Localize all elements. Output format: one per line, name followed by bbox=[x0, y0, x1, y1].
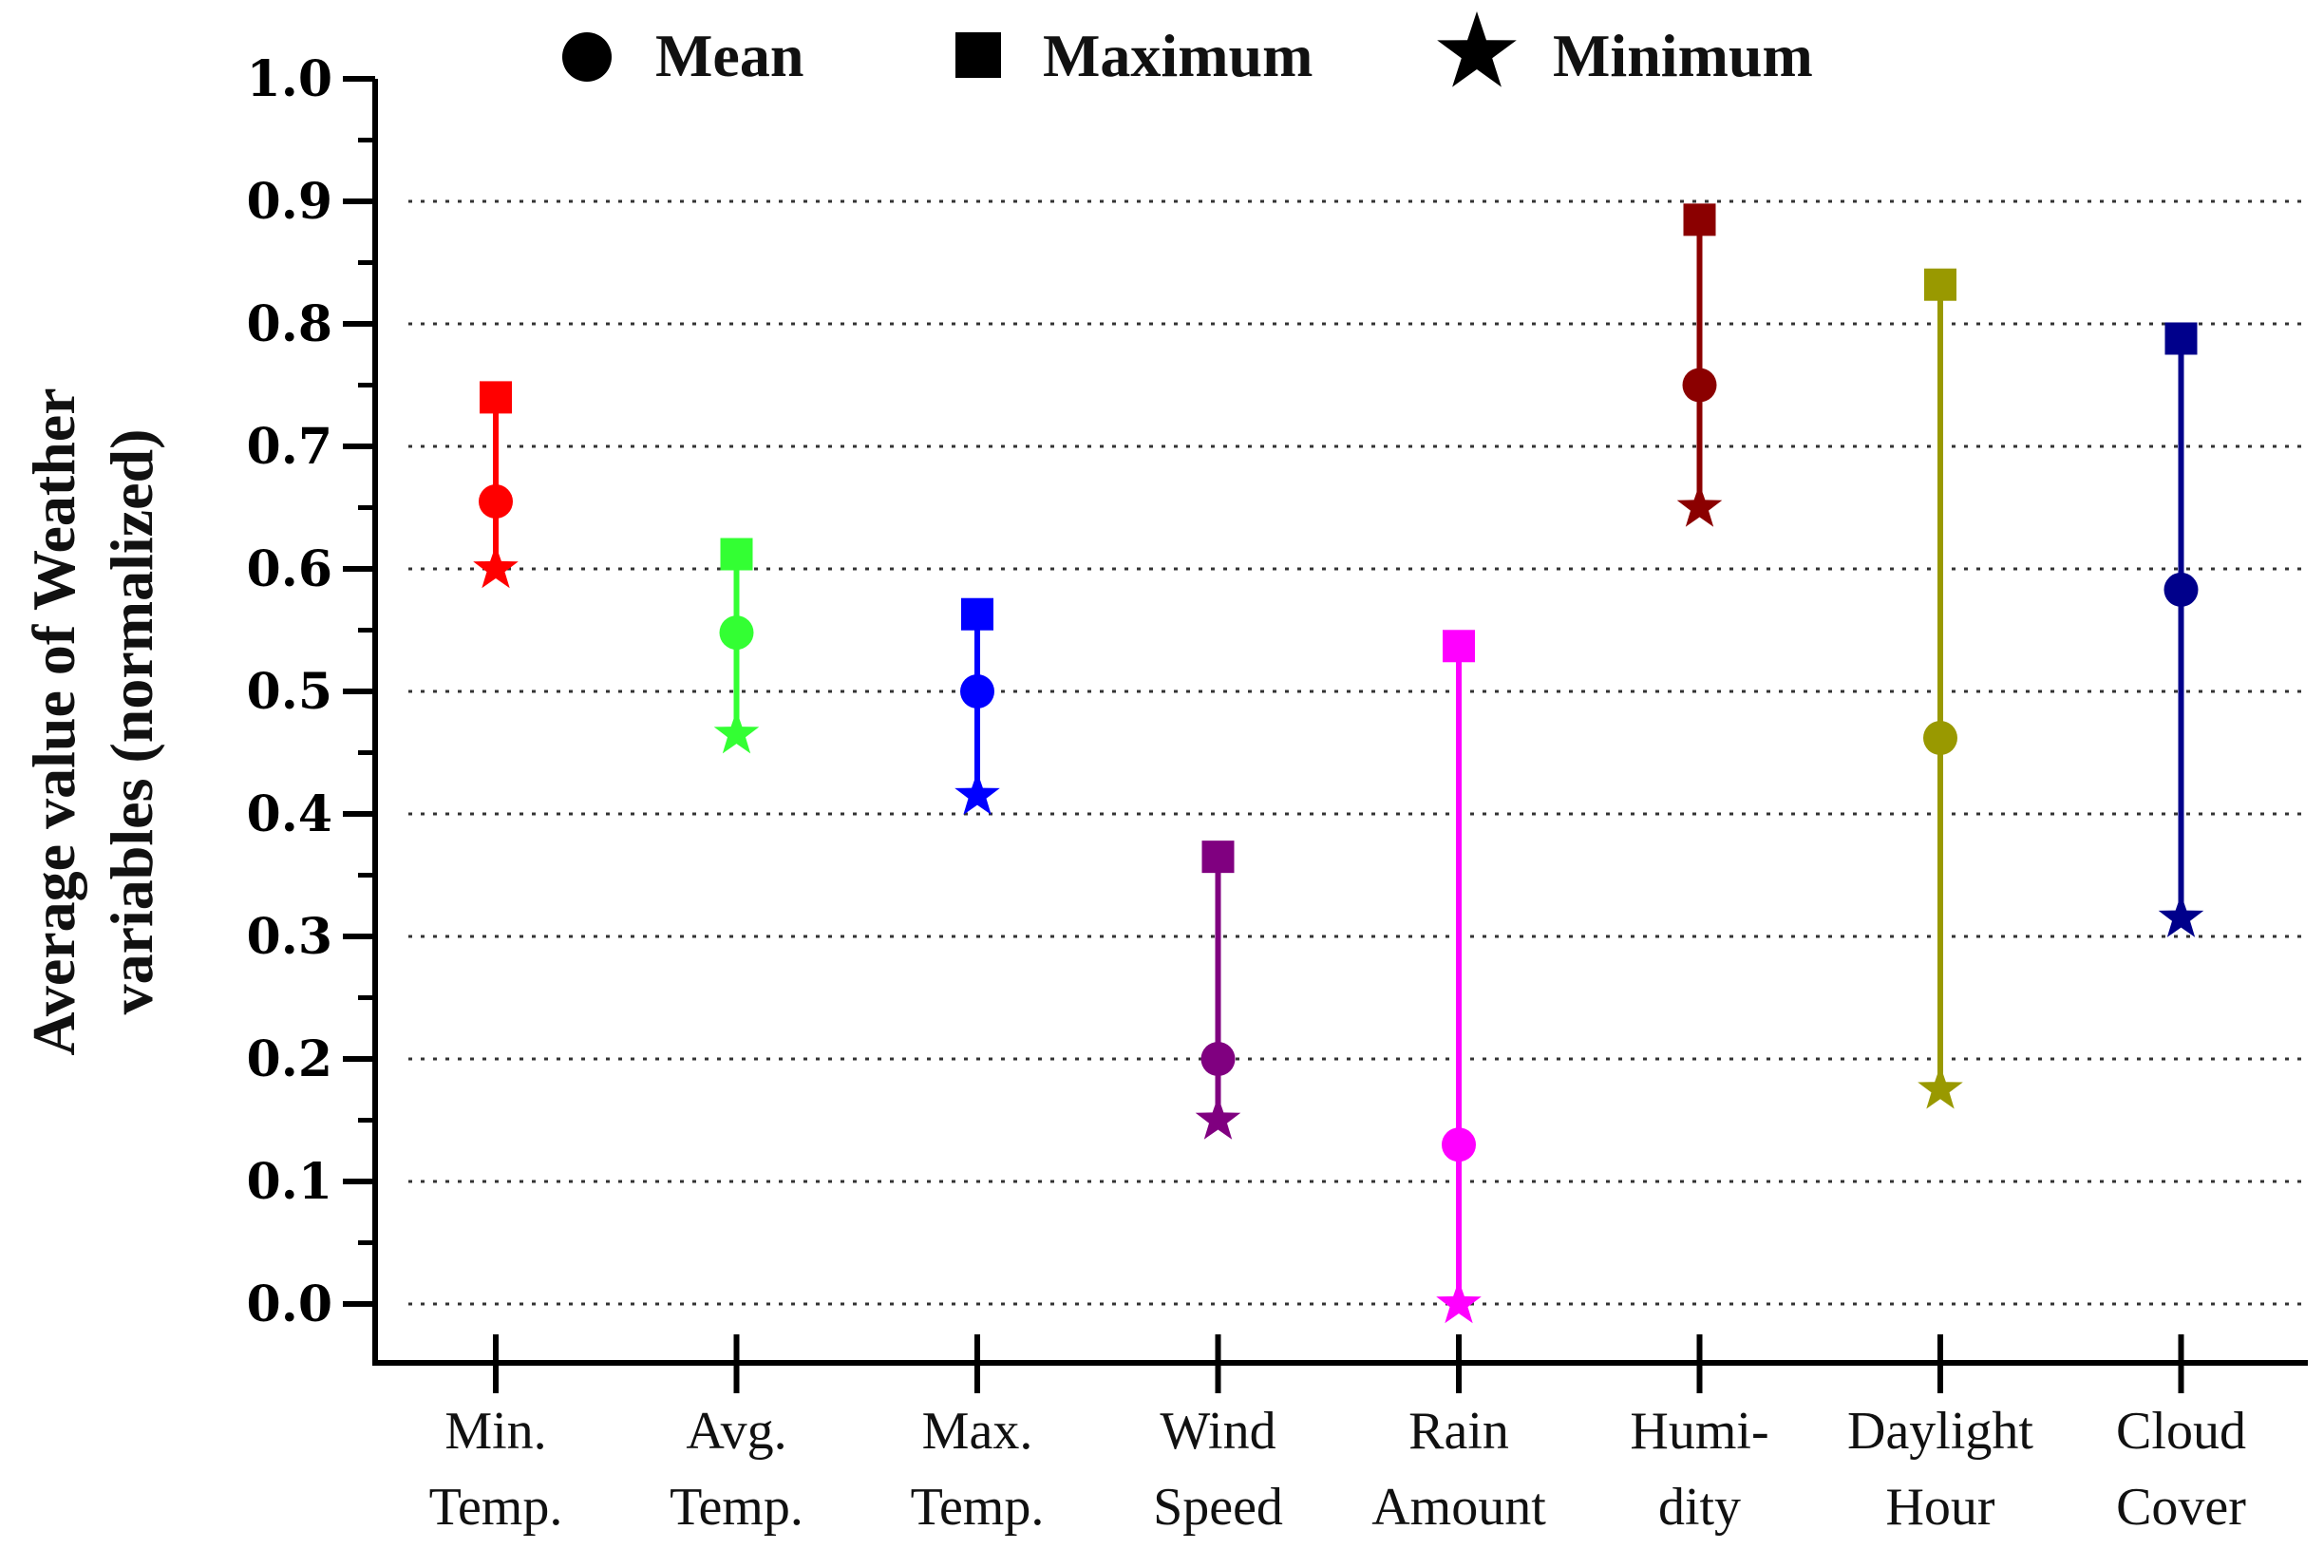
min-marker bbox=[713, 710, 760, 754]
max-marker bbox=[2164, 322, 2198, 355]
y-tick-label: 0.8 bbox=[247, 295, 332, 353]
legend-square-icon bbox=[955, 32, 1001, 78]
y-tick-label: 1.0 bbox=[247, 50, 332, 108]
max-marker bbox=[1443, 630, 1475, 663]
category-label: Temp. bbox=[911, 1478, 1045, 1537]
legend-label: Maximum bbox=[1043, 22, 1313, 89]
mean-marker bbox=[1682, 368, 1717, 403]
category-label: Daylight bbox=[1847, 1402, 2033, 1461]
category-label: Hour bbox=[1885, 1478, 1994, 1537]
series bbox=[473, 203, 2204, 1324]
mean-marker bbox=[960, 674, 994, 708]
category-label: dity bbox=[1658, 1478, 1741, 1537]
category-label: Cloud bbox=[2116, 1402, 2246, 1461]
category-label: Wind bbox=[1160, 1402, 1275, 1461]
category-label: Temp. bbox=[429, 1478, 563, 1537]
mean-marker bbox=[1200, 1042, 1236, 1076]
category-group bbox=[713, 538, 760, 754]
y-tick-label: 0.2 bbox=[247, 1030, 332, 1088]
min-marker bbox=[473, 545, 519, 589]
min-marker bbox=[954, 771, 1000, 815]
y-tick-label: 0.9 bbox=[247, 173, 332, 231]
category-label: Max. bbox=[922, 1402, 1033, 1461]
category-label: Rain bbox=[1408, 1402, 1509, 1461]
y-tick-label: 0.4 bbox=[247, 785, 332, 843]
min-marker bbox=[1436, 1280, 1482, 1324]
y-tick-label: 0.7 bbox=[247, 418, 332, 476]
category-label: Avg. bbox=[686, 1402, 786, 1461]
mean-marker bbox=[719, 615, 754, 651]
mean-marker bbox=[479, 484, 513, 520]
category-group bbox=[1676, 203, 1723, 527]
y-axis-title: Average value of Weather bbox=[20, 387, 87, 1055]
max-marker bbox=[1683, 203, 1716, 236]
legend-star-icon bbox=[1437, 11, 1517, 87]
mean-marker bbox=[2163, 572, 2199, 607]
y-tick-label: 0.0 bbox=[247, 1275, 332, 1333]
category-label: Speed bbox=[1153, 1478, 1283, 1537]
y-axis-title: variables (normalized) bbox=[98, 429, 165, 1015]
axes: 0.0 0.1 0.2 0.3 0.4 0.5 0.6 0.7 0.8 0.9 1.0 bbox=[247, 50, 2308, 1393]
min-marker bbox=[2158, 894, 2204, 937]
labels: Average value of Weather variables (norma… bbox=[20, 387, 2246, 1537]
min-marker bbox=[1195, 1096, 1241, 1140]
category-label: Min. bbox=[444, 1402, 546, 1461]
category-label: Humi- bbox=[1630, 1402, 1768, 1461]
category-label: Temp. bbox=[670, 1478, 803, 1537]
legend-label: Mean bbox=[655, 22, 803, 89]
max-marker bbox=[961, 597, 993, 631]
y-tick-label: 0.5 bbox=[247, 663, 332, 721]
max-marker bbox=[1924, 268, 1956, 301]
category-group bbox=[2158, 322, 2204, 937]
category-group bbox=[1195, 841, 1241, 1140]
legend-label: Minimum bbox=[1553, 22, 1813, 89]
y-tick-label: 0.3 bbox=[247, 908, 332, 966]
max-marker bbox=[480, 381, 512, 414]
y-tick-label: 0.1 bbox=[247, 1153, 332, 1211]
category-label: Amount bbox=[1371, 1478, 1546, 1537]
max-marker bbox=[1201, 841, 1235, 874]
category-group bbox=[954, 597, 1000, 815]
legend: Mean Maximum Minimum bbox=[562, 11, 1813, 89]
min-marker bbox=[1676, 483, 1723, 527]
mean-marker bbox=[1442, 1127, 1476, 1162]
grid-lines bbox=[408, 199, 2308, 1306]
legend-circle-icon bbox=[562, 32, 612, 82]
category-group bbox=[1918, 268, 1963, 1109]
y-tick-label: 0.6 bbox=[247, 540, 332, 598]
mean-marker bbox=[1923, 721, 1957, 756]
min-marker bbox=[1918, 1066, 1963, 1109]
category-label: Cover bbox=[2116, 1478, 2246, 1537]
max-marker bbox=[720, 538, 753, 571]
category-group bbox=[1436, 630, 1482, 1324]
category-group bbox=[473, 381, 519, 589]
